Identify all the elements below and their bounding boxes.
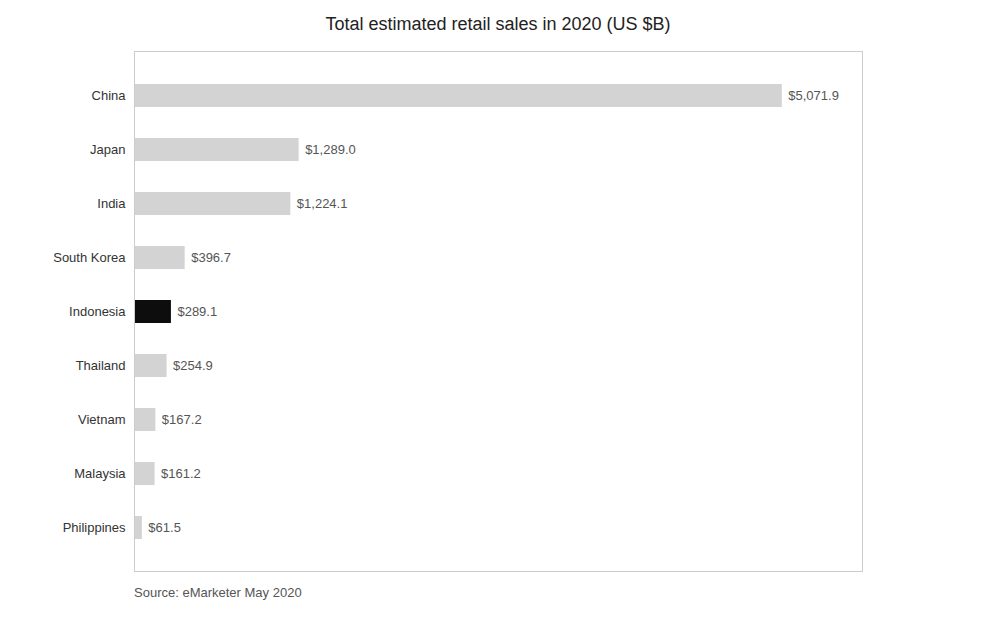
svg-text:$1,289.0: $1,289.0 [305, 142, 356, 157]
html-text:Total estimated retail sales i: Total estimated retail sales in 2020 (US… [325, 14, 671, 34]
svg-text:Indonesia: Indonesia [69, 304, 126, 319]
svg-text:$61.5: $61.5 [148, 520, 181, 535]
svg-text:$254.9: $254.9 [173, 358, 213, 373]
svg-text:$167.2: $167.2 [162, 412, 202, 427]
svg-text:Malaysia: Malaysia [74, 466, 126, 481]
svg-text:Philippines: Philippines [63, 520, 126, 535]
svg-text:Vietnam: Vietnam [78, 412, 125, 427]
svg-text:Thailand: Thailand [76, 358, 126, 373]
svg-text:$5,071.9: $5,071.9 [788, 88, 839, 103]
svg-text:$396.7: $396.7 [191, 250, 231, 265]
html-text:Source: eMarketer May 2020: Source: eMarketer May 2020 [134, 585, 302, 600]
svg-text:South Korea: South Korea [53, 250, 126, 265]
svg-text:India: India [97, 196, 126, 211]
svg-text:$289.1: $289.1 [177, 304, 217, 319]
svg-text:Japan: Japan [90, 142, 125, 157]
svg-text:$161.2: $161.2 [161, 466, 201, 481]
svg-text:$1,224.1: $1,224.1 [297, 196, 348, 211]
svg-text:China: China [92, 88, 127, 103]
